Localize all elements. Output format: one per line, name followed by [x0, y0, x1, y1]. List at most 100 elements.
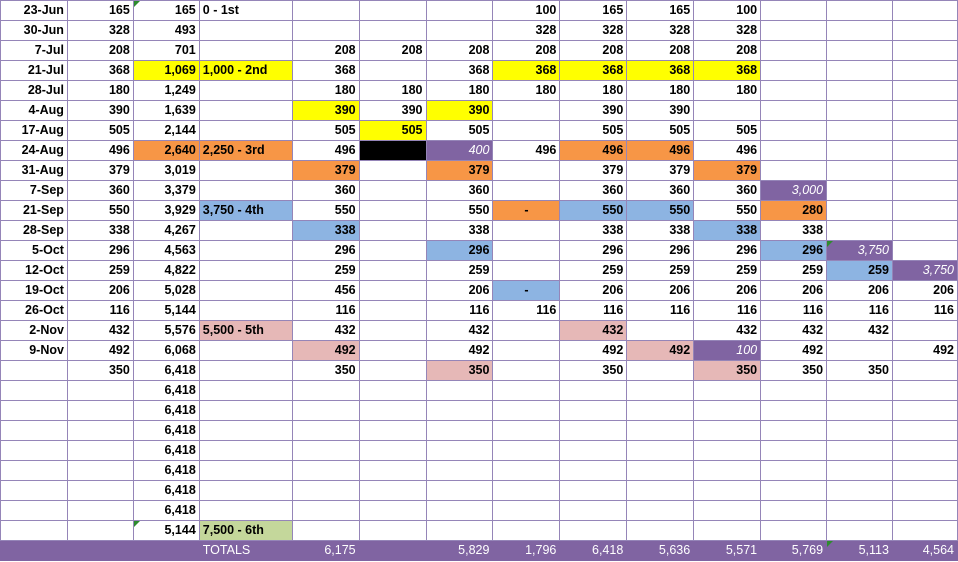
total-cell[interactable]: 6,418 [559, 540, 628, 561]
value-cell[interactable]: 259 [626, 260, 695, 281]
value-cell[interactable] [358, 460, 427, 481]
value-cell[interactable] [626, 380, 695, 401]
value-cell[interactable]: 5,028 [132, 280, 200, 301]
milestone-cell[interactable] [198, 160, 293, 181]
value-cell[interactable]: 379 [425, 160, 494, 181]
value-cell[interactable] [626, 500, 695, 521]
value-cell[interactable]: 116 [760, 300, 828, 321]
value-cell[interactable]: 6,418 [132, 360, 200, 381]
value-cell[interactable]: 505 [626, 120, 695, 141]
value-cell[interactable]: 206 [425, 280, 494, 301]
value-cell[interactable] [693, 480, 762, 501]
value-cell[interactable] [358, 160, 427, 181]
value-cell[interactable]: 360 [66, 180, 134, 201]
value-cell[interactable]: 1,249 [132, 80, 200, 101]
value-cell[interactable] [425, 520, 494, 541]
value-cell[interactable]: 360 [559, 180, 628, 201]
value-cell[interactable] [291, 520, 360, 541]
value-cell[interactable]: 338 [760, 220, 828, 241]
value-cell[interactable]: 165 [66, 0, 134, 21]
value-cell[interactable] [891, 100, 958, 121]
milestone-cell[interactable] [198, 100, 293, 121]
value-cell[interactable] [559, 440, 628, 461]
value-cell[interactable]: 505 [358, 120, 427, 141]
value-cell[interactable]: 3,000 [760, 180, 828, 201]
value-cell[interactable] [492, 120, 561, 141]
value-cell[interactable] [760, 380, 828, 401]
value-cell[interactable]: 208 [66, 40, 134, 61]
value-cell[interactable] [66, 420, 134, 441]
value-cell[interactable] [291, 440, 360, 461]
value-cell[interactable] [760, 420, 828, 441]
value-cell[interactable]: 328 [693, 20, 762, 41]
value-cell[interactable]: 206 [891, 280, 958, 301]
value-cell[interactable] [891, 40, 958, 61]
value-cell[interactable] [826, 140, 893, 161]
value-cell[interactable]: 360 [626, 180, 695, 201]
value-cell[interactable]: 368 [291, 60, 360, 81]
value-cell[interactable] [760, 100, 828, 121]
value-cell[interactable]: 6,418 [132, 380, 200, 401]
value-cell[interactable] [358, 0, 427, 21]
value-cell[interactable]: 505 [291, 120, 360, 141]
value-cell[interactable] [66, 440, 134, 461]
value-cell[interactable] [492, 380, 561, 401]
value-cell[interactable]: 328 [66, 20, 134, 41]
value-cell[interactable] [826, 40, 893, 61]
value-cell[interactable] [626, 400, 695, 421]
value-cell[interactable] [358, 300, 427, 321]
milestone-cell[interactable] [198, 300, 293, 321]
value-cell[interactable]: 350 [291, 360, 360, 381]
value-cell[interactable]: 432 [66, 320, 134, 341]
value-cell[interactable]: 259 [559, 260, 628, 281]
value-cell[interactable]: 328 [559, 20, 628, 41]
date-cell[interactable]: 24-Aug [0, 140, 68, 161]
value-cell[interactable] [559, 480, 628, 501]
value-cell[interactable] [891, 500, 958, 521]
value-cell[interactable]: 328 [626, 20, 695, 41]
date-cell[interactable] [0, 380, 68, 401]
value-cell[interactable] [492, 520, 561, 541]
value-cell[interactable]: 492 [891, 340, 958, 361]
milestone-cell[interactable] [198, 20, 293, 41]
milestone-cell[interactable] [198, 400, 293, 421]
value-cell[interactable]: 5,144 [132, 300, 200, 321]
value-cell[interactable] [891, 440, 958, 461]
value-cell[interactable] [358, 260, 427, 281]
milestone-cell[interactable] [198, 360, 293, 381]
value-cell[interactable] [626, 440, 695, 461]
total-cell[interactable] [132, 540, 200, 561]
value-cell[interactable]: 350 [826, 360, 893, 381]
value-cell[interactable] [425, 20, 494, 41]
value-cell[interactable] [66, 460, 134, 481]
value-cell[interactable] [358, 280, 427, 301]
value-cell[interactable] [492, 400, 561, 421]
milestone-cell[interactable] [198, 420, 293, 441]
value-cell[interactable] [826, 340, 893, 361]
value-cell[interactable]: 492 [559, 340, 628, 361]
value-cell[interactable]: 390 [291, 100, 360, 121]
value-cell[interactable]: 180 [66, 80, 134, 101]
value-cell[interactable]: 6,418 [132, 460, 200, 481]
value-cell[interactable] [826, 120, 893, 141]
value-cell[interactable] [492, 260, 561, 281]
value-cell[interactable]: 350 [760, 360, 828, 381]
value-cell[interactable]: 180 [425, 80, 494, 101]
value-cell[interactable] [693, 520, 762, 541]
value-cell[interactable]: 165 [626, 0, 695, 21]
value-cell[interactable]: 496 [66, 140, 134, 161]
value-cell[interactable]: 1,639 [132, 100, 200, 121]
value-cell[interactable] [358, 240, 427, 261]
value-cell[interactable]: 6,418 [132, 440, 200, 461]
value-cell[interactable] [826, 160, 893, 181]
value-cell[interactable]: 296 [693, 240, 762, 261]
value-cell[interactable] [492, 460, 561, 481]
milestone-cell[interactable]: 2,250 - 3rd [198, 140, 293, 161]
value-cell[interactable] [760, 500, 828, 521]
value-cell[interactable]: 432 [760, 320, 828, 341]
value-cell[interactable]: 379 [626, 160, 695, 181]
value-cell[interactable] [891, 120, 958, 141]
value-cell[interactable]: 180 [626, 80, 695, 101]
value-cell[interactable]: 368 [626, 60, 695, 81]
value-cell[interactable]: 259 [291, 260, 360, 281]
